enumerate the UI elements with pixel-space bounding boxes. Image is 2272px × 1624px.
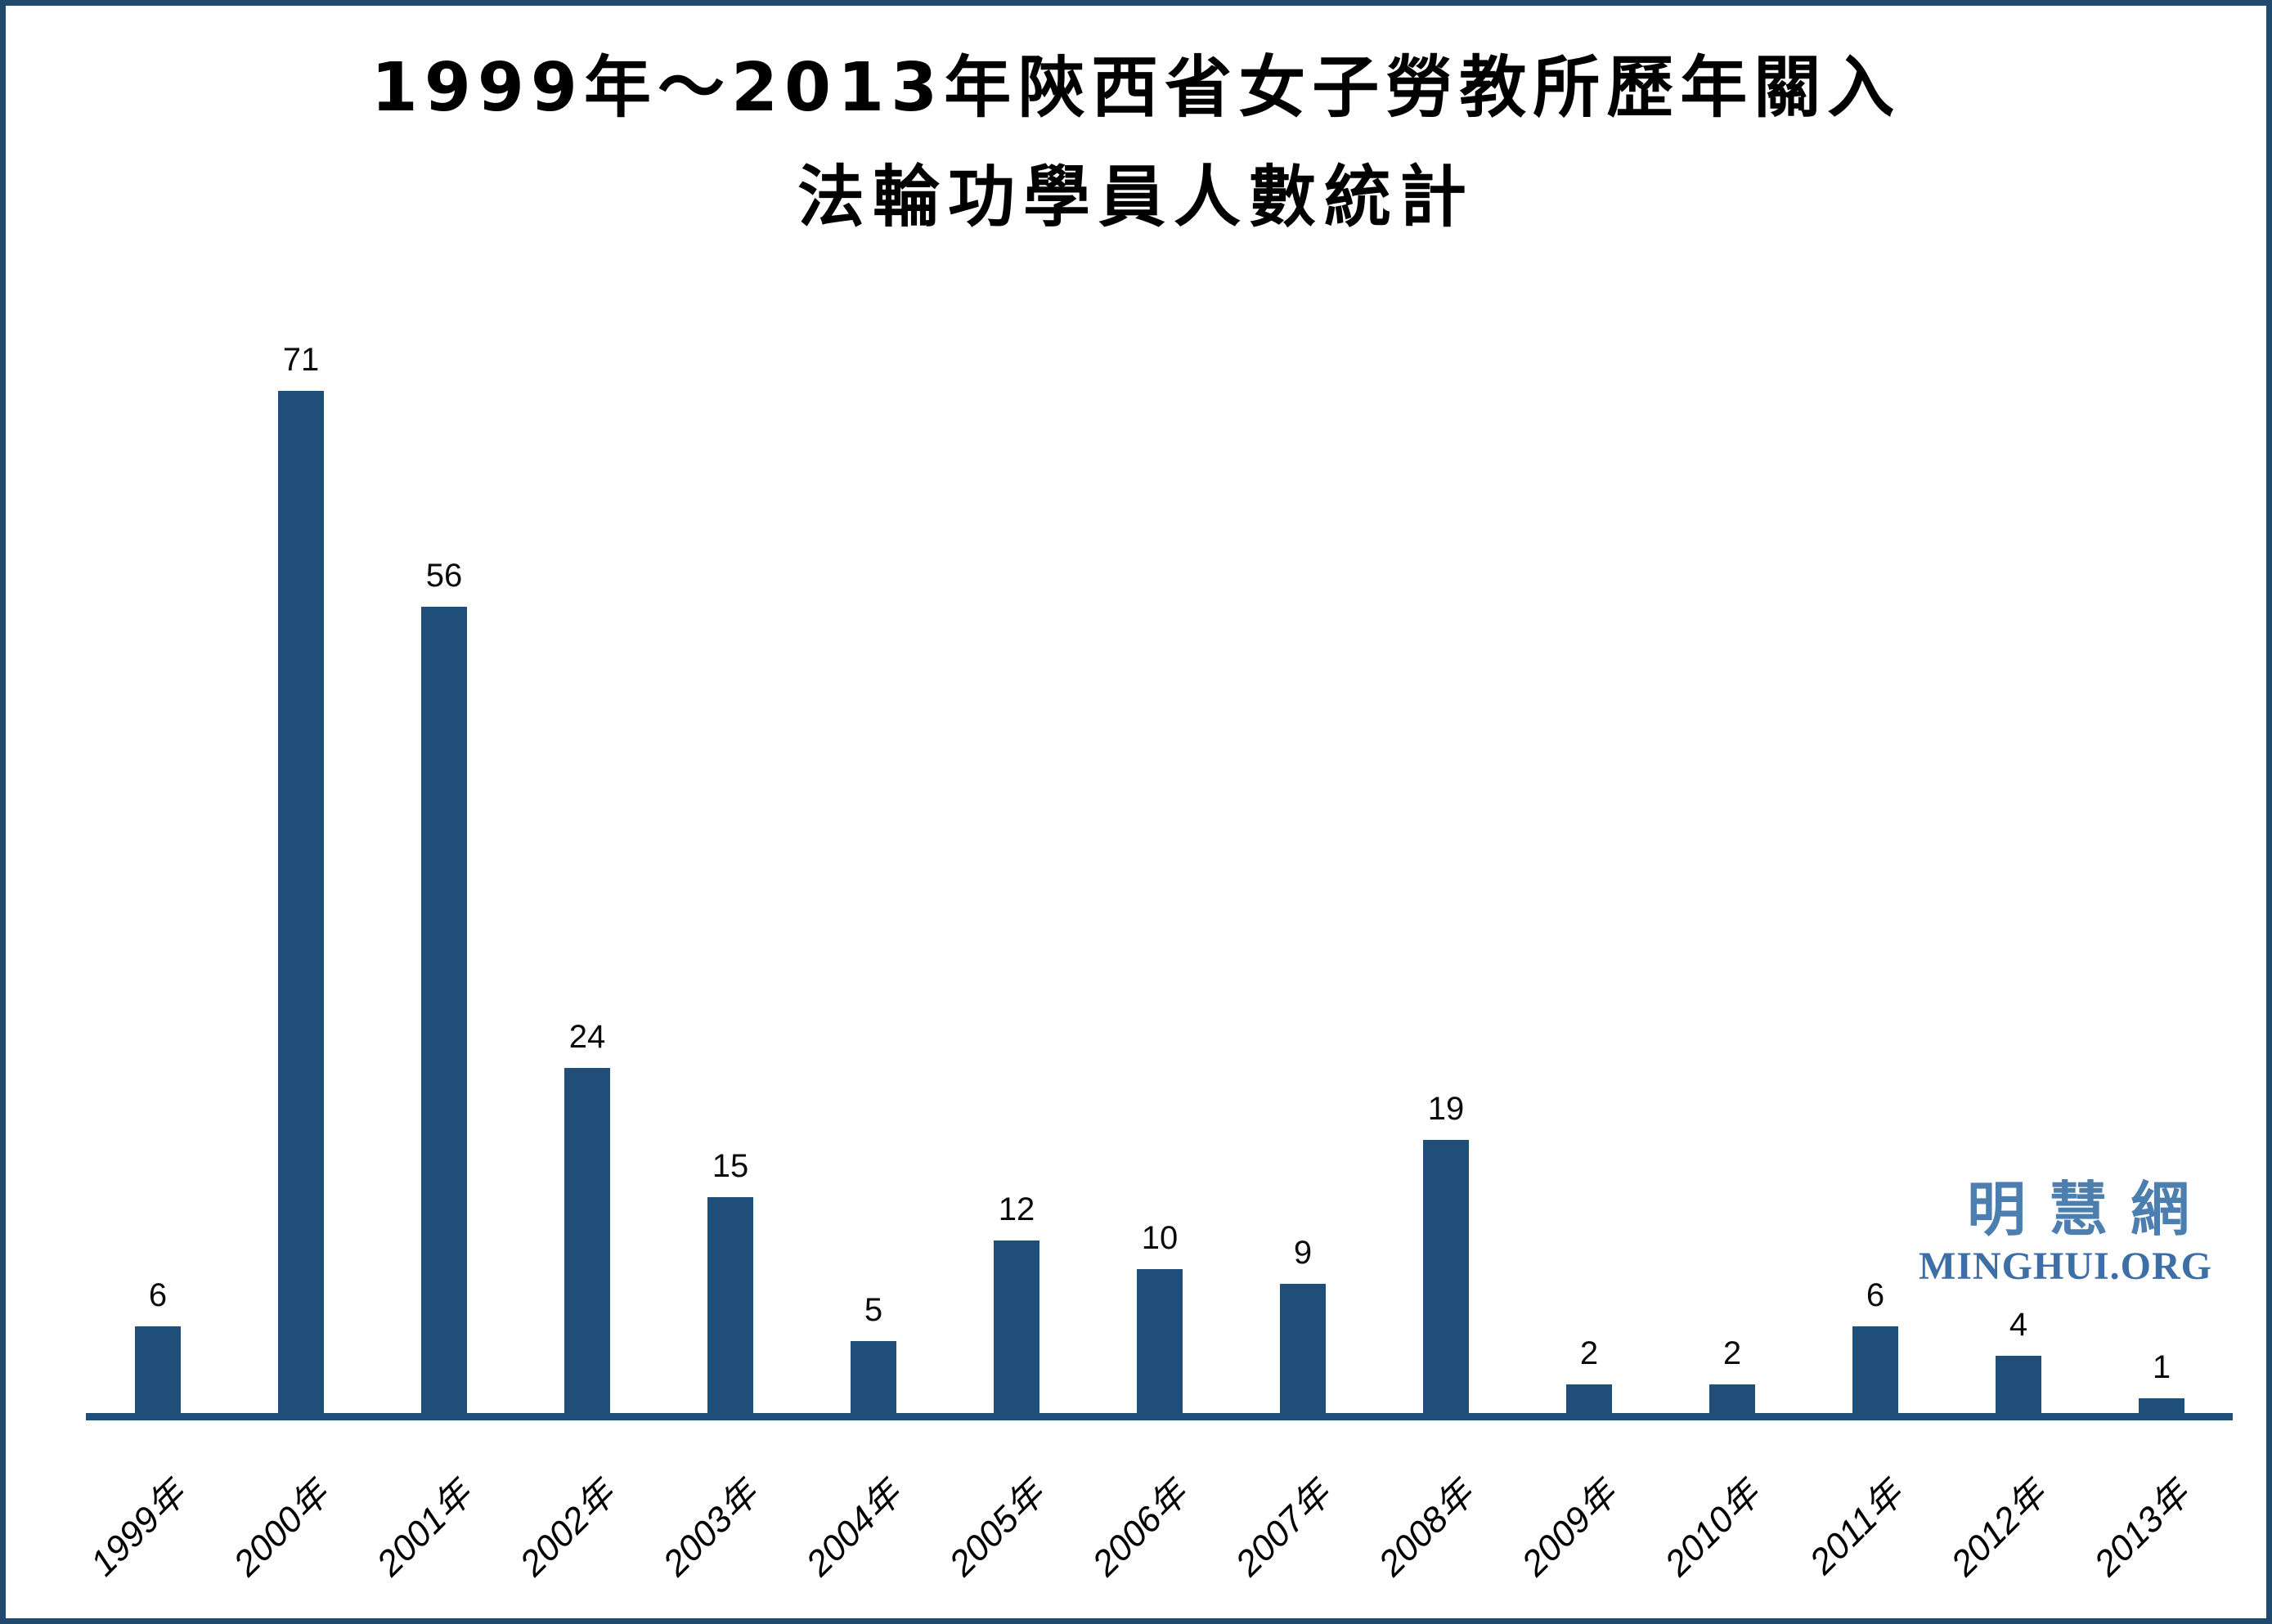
bar-2012年 (1996, 1356, 2041, 1413)
x-axis-line (86, 1413, 2233, 1420)
x-axis-label-1999年: 1999年 (83, 1473, 194, 1584)
x-axis-label-2012年: 2012年 (1943, 1473, 2054, 1584)
bar-2006年 (1137, 1269, 1183, 1413)
x-axis-label-2009年: 2009年 (1514, 1473, 1625, 1584)
bar-1999年 (135, 1326, 181, 1413)
x-axis-label-2010年: 2010年 (1657, 1473, 1768, 1584)
bar-2001年 (421, 607, 467, 1413)
value-label-2010年: 2 (1722, 1335, 1742, 1371)
value-label-2011年: 6 (1866, 1277, 1885, 1313)
value-label-1999年: 6 (148, 1277, 168, 1313)
plot-area: 6 1999年 71 2000年 56 2001年 24 2002年 15 2003年 5 2004年… (6, 6, 2266, 1618)
value-label-2006年: 10 (1141, 1220, 1179, 1256)
x-axis-label-2011年: 2011年 (1802, 1473, 1911, 1582)
x-axis-label-2008年: 2008年 (1371, 1473, 1482, 1584)
value-label-2000年: 71 (282, 342, 320, 378)
bar-2002年 (564, 1068, 610, 1413)
minghui-logo-cjk-text: 明慧網 (1966, 1175, 2212, 1244)
x-axis-label-2005年: 2005年 (941, 1473, 1053, 1584)
bar-2008年 (1423, 1140, 1469, 1413)
bar-2007年 (1280, 1284, 1326, 1413)
value-label-2013年: 1 (2152, 1349, 2171, 1385)
bar-2011年 (1852, 1326, 1898, 1413)
value-label-2008年: 19 (1427, 1091, 1465, 1127)
value-label-2012年: 4 (2009, 1307, 2028, 1343)
bar-2013年 (2139, 1398, 2184, 1413)
chart-title-line1: 1999年～2013年陝西省女子勞教所歷年關入 (370, 49, 1902, 127)
bar-2000年 (278, 391, 324, 1413)
bar-2003年 (707, 1197, 753, 1413)
x-axis-label-2013年: 2013年 (2086, 1473, 2198, 1584)
x-axis-label-2007年: 2007年 (1228, 1473, 1339, 1584)
x-axis-label-2000年: 2000年 (226, 1473, 337, 1584)
x-axis-label-2006年: 2006年 (1084, 1473, 1196, 1584)
value-label-2007年: 9 (1293, 1235, 1313, 1271)
bar-2004年 (851, 1341, 896, 1413)
value-label-2003年: 15 (712, 1148, 749, 1184)
value-label-2004年: 5 (864, 1292, 883, 1328)
x-axis-label-2001年: 2001年 (369, 1473, 480, 1584)
x-axis-label-2002年: 2002年 (512, 1473, 623, 1584)
x-axis-label-2004年: 2004年 (798, 1473, 909, 1584)
value-label-2009年: 2 (1579, 1335, 1599, 1371)
chart-title: 1999年～2013年陝西省女子勞教所歷年關入 法輪功學員人數統計 (6, 55, 2266, 231)
bar-2010年 (1709, 1384, 1755, 1413)
minghui-logo: 明慧網 MINGHUI.ORG (1919, 1180, 2212, 1286)
minghui-logo-url-text: MINGHUI.ORG (1919, 1245, 2212, 1288)
value-label-2002年: 24 (568, 1019, 606, 1055)
chart-title-line2: 法輪功學員人數統計 (797, 159, 1475, 236)
value-label-2001年: 56 (425, 558, 463, 594)
x-axis-label-2003年: 2003年 (655, 1473, 766, 1584)
value-label-2005年: 12 (998, 1191, 1035, 1227)
bar-2005年 (994, 1240, 1039, 1413)
bar-2009年 (1566, 1384, 1612, 1413)
